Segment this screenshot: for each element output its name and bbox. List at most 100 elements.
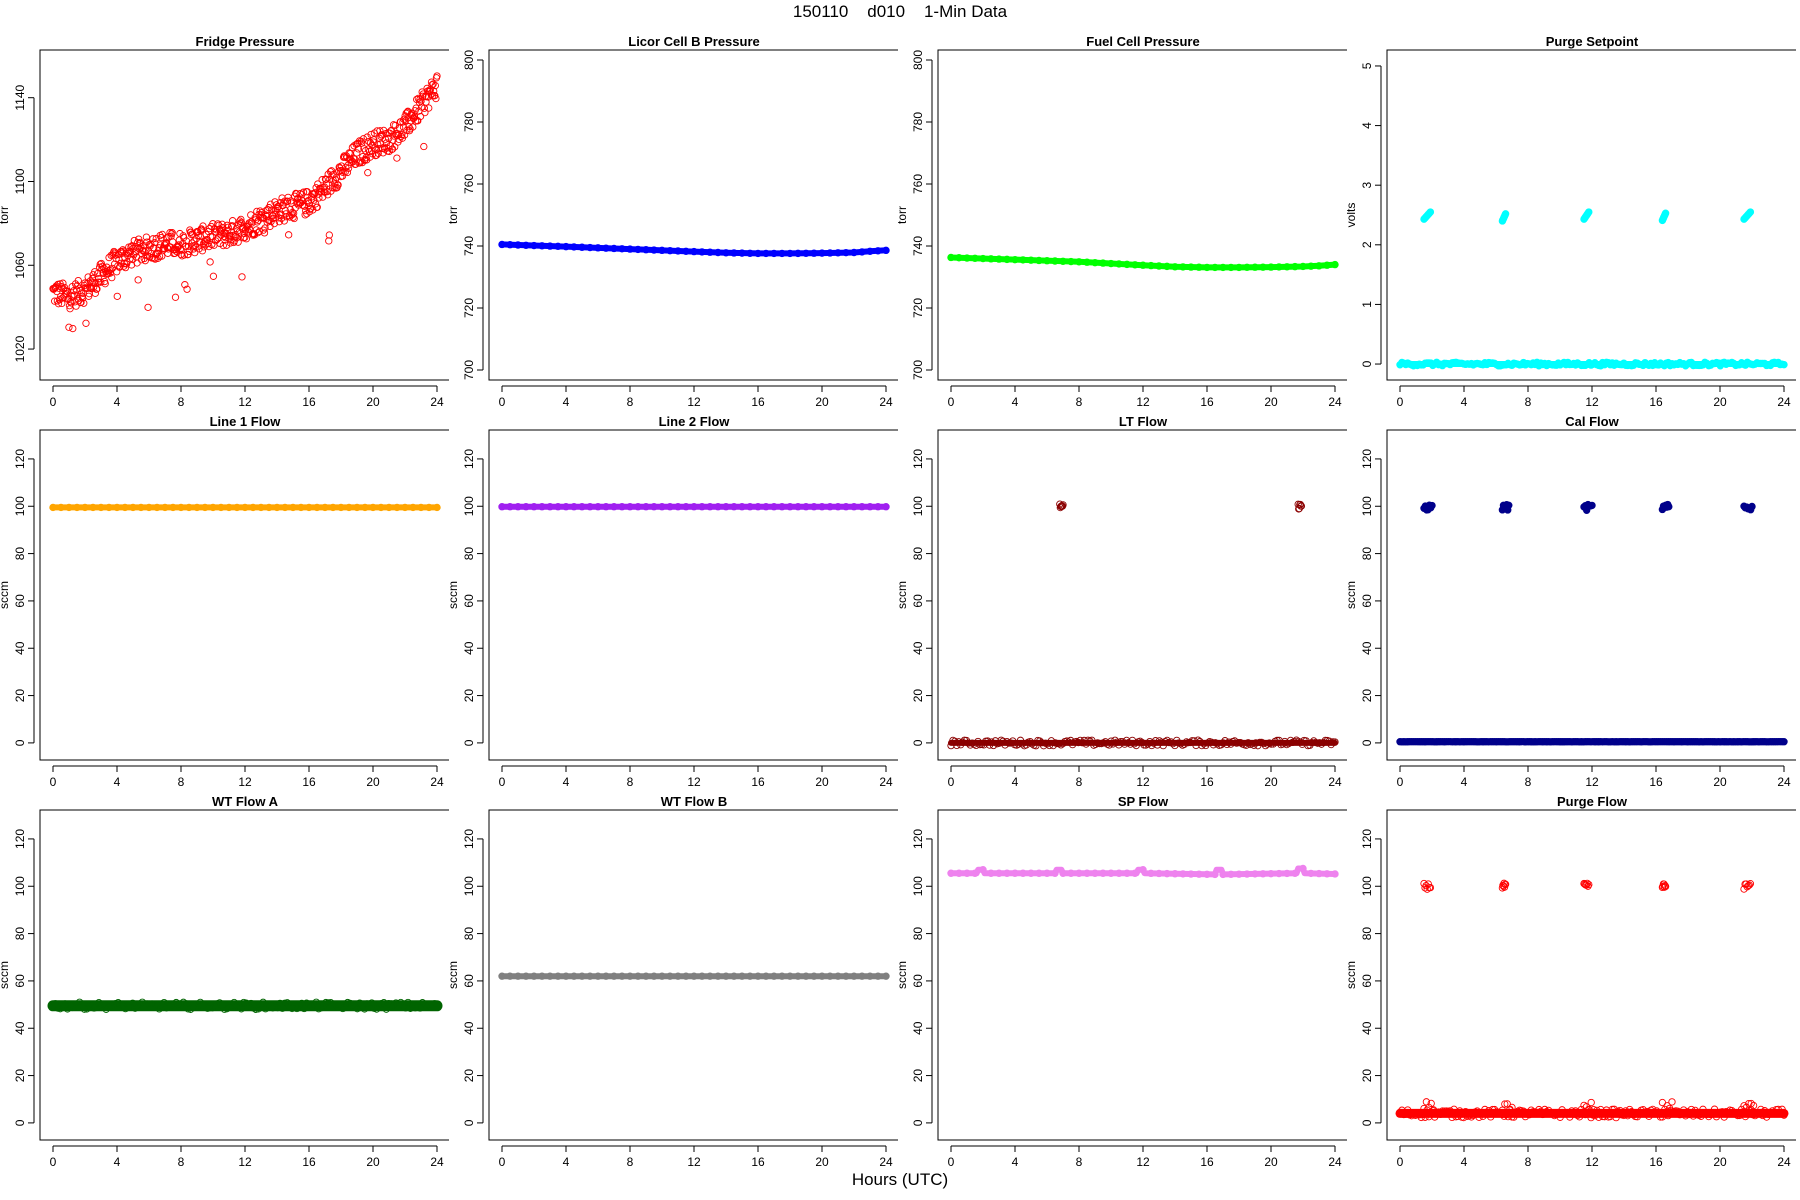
data-point (698, 503, 706, 511)
data-point (323, 187, 331, 196)
data-point (83, 1005, 91, 1013)
data-point (417, 97, 425, 105)
data-point (1147, 869, 1155, 878)
y-tick-label: 740 (911, 236, 925, 256)
data-point (1661, 1105, 1669, 1114)
data-point (307, 1003, 316, 1011)
x-tick-label: 0 (499, 395, 506, 406)
y-axis-label: sccm (449, 581, 460, 609)
data-point (318, 176, 326, 184)
data-point (1019, 256, 1027, 264)
data-point (642, 972, 650, 980)
y-axis-label: torr (898, 206, 909, 224)
data-point (1747, 1099, 1755, 1108)
data-point (538, 972, 546, 980)
data-point (1420, 1104, 1428, 1113)
data-point (403, 126, 411, 135)
data-point (955, 254, 963, 262)
burst-point (1588, 501, 1596, 510)
data-point (289, 503, 297, 512)
data-point (1219, 739, 1227, 747)
data-point (730, 249, 738, 257)
data-point (247, 999, 255, 1008)
data-point (690, 972, 698, 980)
data-point (185, 503, 193, 512)
data-point (1664, 1111, 1672, 1120)
data-point (690, 503, 698, 511)
data-point (1504, 1112, 1512, 1121)
data-point (1027, 256, 1035, 264)
data-point (84, 273, 92, 281)
y-tick-label: 80 (911, 547, 925, 561)
y-tick-label: 20 (462, 689, 476, 703)
data-point (987, 255, 995, 263)
data-point (984, 737, 992, 745)
data-point (358, 1001, 366, 1009)
data-point (674, 247, 682, 255)
y-tick-label: 760 (911, 174, 925, 194)
data-point (345, 503, 353, 512)
burst-point (1420, 879, 1428, 888)
x-tick-label: 24 (879, 1155, 893, 1166)
data-point (94, 275, 103, 283)
data-point (420, 142, 428, 151)
data-point (1325, 737, 1333, 745)
data-point (1003, 255, 1011, 264)
data-point (1461, 1108, 1470, 1116)
data-point (1267, 869, 1275, 878)
data-point (650, 503, 658, 511)
data-point (311, 200, 320, 208)
data-point (1774, 1105, 1782, 1114)
data-point (1039, 742, 1048, 750)
chart-panel-sp-flow: SP Flow 0 4 8 12 16 20 24 0 20 40 60 80 100 120 sccm (898, 786, 1347, 1166)
y-tick-label: 100 (911, 496, 925, 516)
data-point (433, 503, 441, 512)
y-tick-label: 40 (1360, 641, 1374, 655)
y-tick-label: 40 (462, 641, 476, 655)
data-point (1780, 1111, 1788, 1119)
burst-point (1661, 882, 1670, 891)
data-point (1505, 1106, 1514, 1114)
data-point (1635, 1110, 1643, 1118)
data-point (1548, 1109, 1557, 1118)
chart-title: Fridge Pressure (196, 34, 295, 49)
data-point (325, 237, 333, 245)
data-point (1256, 738, 1264, 747)
x-tick-label: 20 (815, 775, 829, 786)
data-point (325, 231, 333, 239)
data-point (1003, 869, 1011, 877)
chart-svg-wt-flow-a: WT Flow A 0 4 8 12 16 20 24 0 20 40 60 80 100 120 sccm (0, 794, 449, 1166)
data-point (754, 503, 762, 511)
data-point (329, 503, 337, 512)
data-point (69, 324, 77, 333)
data-point (706, 503, 714, 511)
data-point (377, 503, 385, 512)
y-tick-label: 1020 (13, 335, 27, 362)
data-point (131, 247, 140, 256)
x-tick-label: 4 (114, 395, 121, 406)
data-point (73, 503, 81, 512)
x-tick-label: 0 (948, 395, 955, 406)
data-point (241, 503, 249, 512)
data-point (1091, 869, 1099, 877)
data-point (947, 741, 955, 750)
data-point (289, 209, 298, 217)
y-tick-label: 60 (1360, 594, 1374, 608)
data-point (818, 503, 826, 511)
data-point (397, 998, 405, 1007)
data-point (1741, 1112, 1750, 1121)
data-point (1597, 1105, 1605, 1114)
data-point (121, 503, 129, 512)
data-point (228, 1002, 236, 1010)
data-point (137, 503, 145, 512)
data-point (1195, 263, 1203, 271)
data-point (1279, 740, 1287, 748)
data-point (235, 1003, 243, 1011)
data-point (425, 104, 433, 112)
data-point (562, 972, 570, 980)
data-point (1016, 736, 1025, 744)
data-point (1163, 262, 1171, 271)
data-point (1213, 740, 1221, 748)
chart-title: LT Flow (1119, 414, 1168, 429)
data-point (96, 260, 104, 268)
